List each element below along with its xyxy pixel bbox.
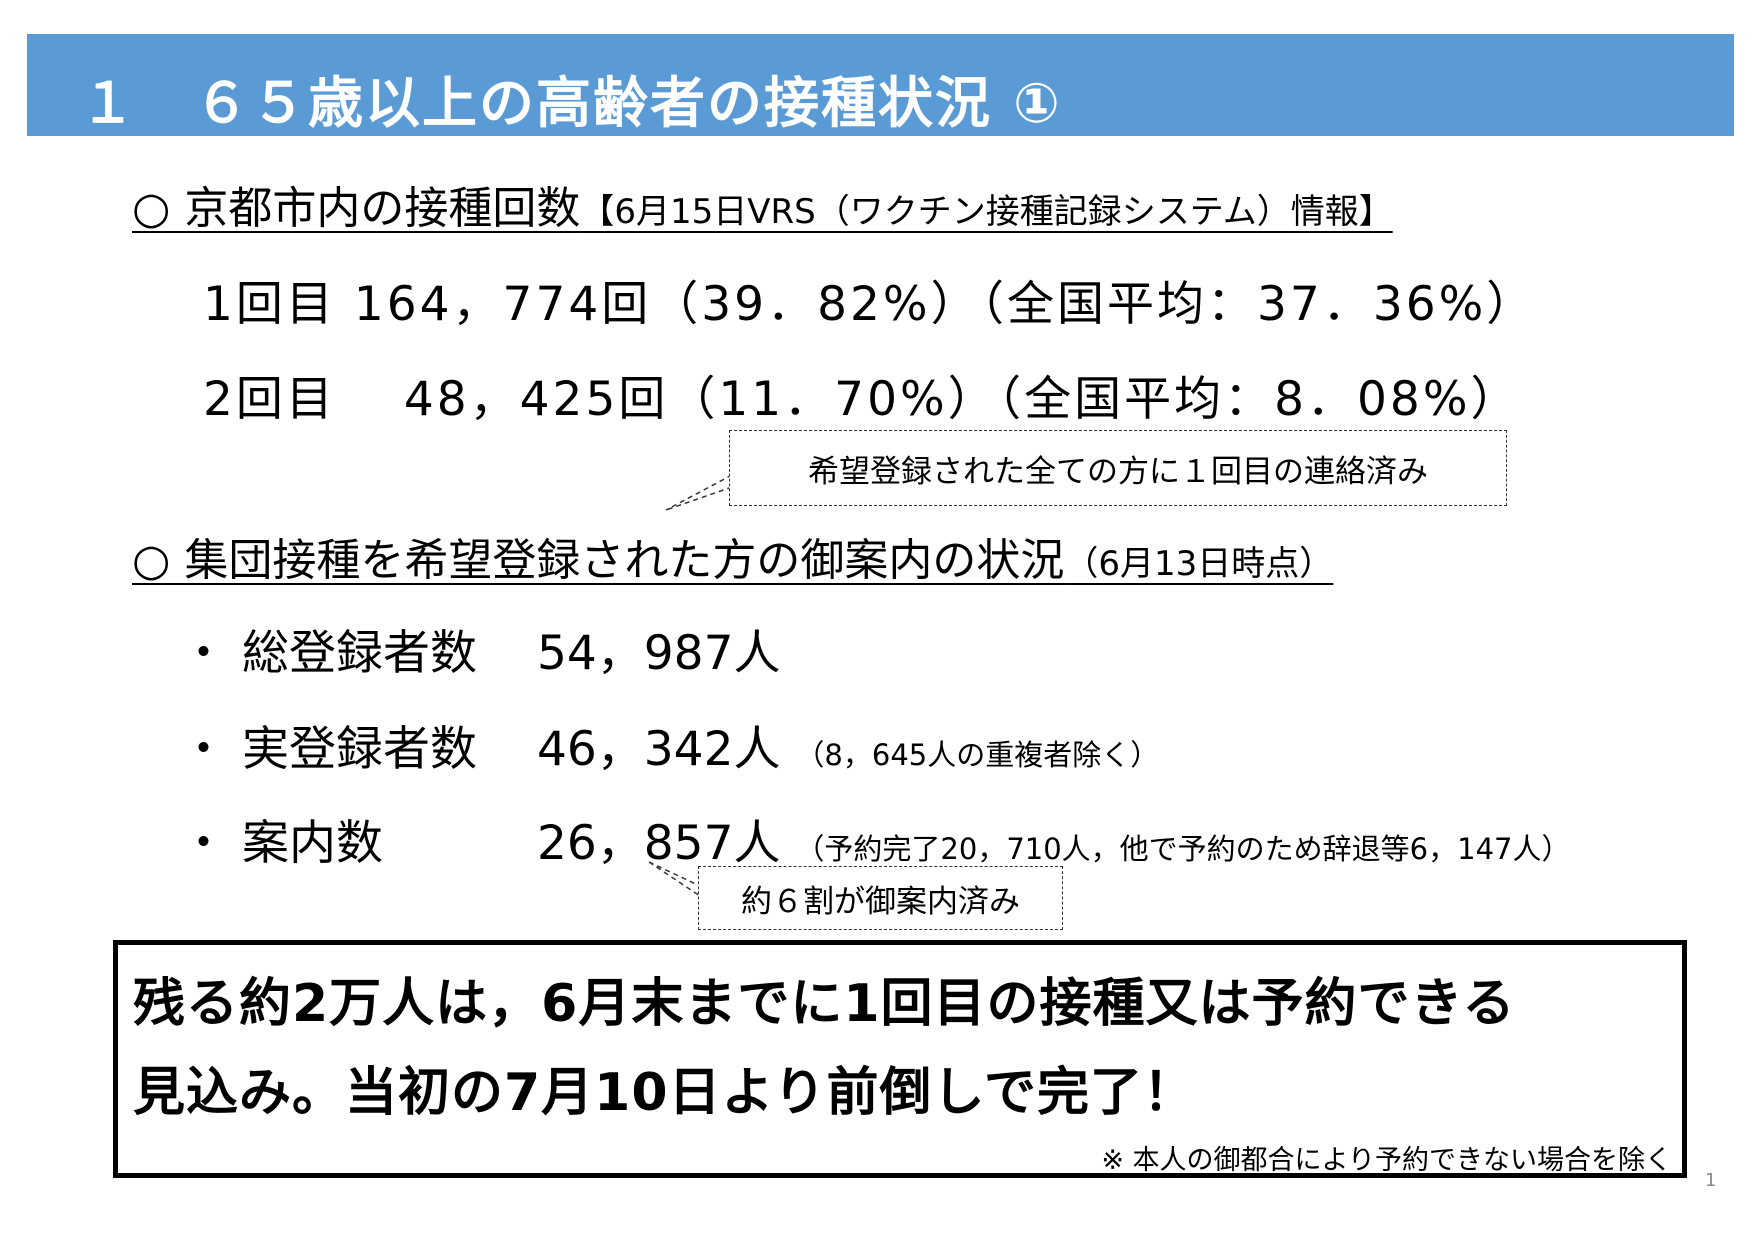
section2-heading: ○ 集団接種を希望登録された方の御案内の状況 [132,535,1065,586]
summary-line-1: 残る約2万人は，6月末までに1回目の接種又は予約できる [133,974,1516,1034]
section2-as-of: （6月13日時点） [1064,544,1334,584]
callout1-text: 希望登録された全ての方に１回目の連絡済み [808,453,1428,490]
section2-heading-line: ○ 集団接種を希望登録された方の御案内の状況（6月13日時点） [132,524,1333,588]
item-label: 実登録者数 [241,722,477,777]
callout-contacted: 希望登録された全ての方に１回目の連絡済み [729,430,1507,506]
item-label: 案内数 [241,816,383,871]
bullet: ・ [180,816,227,871]
item-note: （予約完了20，710人，他で予約のため辞退等6，147人） [795,832,1571,866]
summary-note: ※ 本人の御都合により予約できない場合を除く [1101,1145,1672,1176]
item-label: 総登録者数 [241,626,477,681]
title-bar [27,34,1734,136]
summary-box [113,940,1687,1178]
registration-item: ・ 実登録者数 46，342人 （8，645人の重複者除く） [180,710,1159,779]
section1-heading-line: ○ 京都市内の接種回数【6月15日VRS（ワクチン接種記録システム）情報】 [132,172,1393,236]
bullet: ・ [180,722,227,777]
callout2-pointer [648,861,701,897]
callout2-text: 約６割が御案内済み [741,883,1020,920]
bullet: ・ [180,626,227,681]
section1-heading: ○ 京都市内の接種回数 [132,183,581,234]
item-value: 46，342人 [536,722,781,777]
registration-item: ・ 総登録者数 54，987人 [180,614,780,683]
section1-source: 【6月15日VRS（ワクチン接種記録システム）情報】 [580,192,1393,232]
item-note: （8，645人の重複者除く） [795,738,1160,772]
item-value: 26，857人 [536,816,781,871]
registration-item: ・ 案内数 26，857人 （予約完了20，710人，他で予約のため辞退等6，14… [180,804,1570,873]
dose1-line: 1回目 164，774回（39．82%）（全国平均：37．36%） [203,277,1537,332]
callout-guided: 約６割が御案内済み [698,866,1063,930]
page-title: １ ６５歳以上の高齢者の接種状況 ① [80,71,1062,135]
item-value: 54，987人 [536,626,781,681]
summary-line-2: 見込み。当初の7月10日より前倒しで完了！ [133,1063,1196,1123]
callout1-pointer [665,474,733,511]
page-number: 1 [1705,1170,1717,1191]
dose2-line: 2回目 48，425回（11．70%）（全国平均：8．08%） [203,372,1521,427]
